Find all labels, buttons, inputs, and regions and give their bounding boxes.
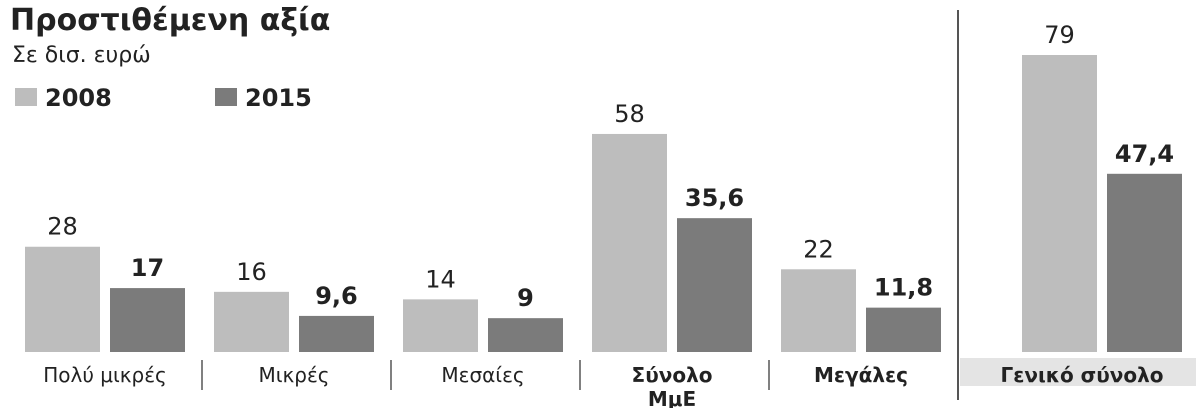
value-label: 14 <box>425 265 456 293</box>
value-label: 22 <box>803 235 834 263</box>
value-label: 28 <box>47 213 78 241</box>
x-tick-label: Μικρές <box>258 363 329 387</box>
value-label: 9 <box>517 284 534 312</box>
legend-label: 2008 <box>45 84 112 112</box>
value-label: 9,6 <box>315 282 358 310</box>
bar <box>1022 55 1097 352</box>
bar <box>488 318 563 352</box>
legend-label: 2015 <box>245 84 312 112</box>
value-label: 79 <box>1044 21 1075 49</box>
bar <box>403 299 478 352</box>
value-label: 35,6 <box>685 184 744 212</box>
bar <box>299 315 374 352</box>
bar <box>214 291 289 352</box>
bar <box>25 246 100 352</box>
value-label: 17 <box>131 254 164 282</box>
bar <box>1107 173 1182 352</box>
bar <box>592 133 667 352</box>
x-tick-label: Πολύ μικρές <box>43 363 167 387</box>
value-label: 58 <box>614 100 645 128</box>
value-label: 16 <box>236 258 267 286</box>
legend-swatch <box>15 88 37 106</box>
bar <box>781 269 856 352</box>
legend-swatch <box>215 88 237 106</box>
chart-title: Προστιθέμενη αξία <box>10 3 330 38</box>
value-label: 11,8 <box>874 274 933 302</box>
x-tick-label: Μεσαίες <box>441 363 524 387</box>
x-tick-label: Σύνολο ΜμΕ <box>632 363 713 408</box>
total-label-band <box>960 358 1196 386</box>
x-tick-label: Μεγάλες <box>814 363 908 387</box>
bar <box>677 218 752 352</box>
value-label: 47,4 <box>1115 140 1174 168</box>
bar <box>866 307 941 352</box>
x-tick-label: Γενικό σύνολο <box>1000 363 1163 387</box>
bar <box>110 288 185 352</box>
chart-subtitle: Σε δισ. ευρώ <box>12 43 151 68</box>
